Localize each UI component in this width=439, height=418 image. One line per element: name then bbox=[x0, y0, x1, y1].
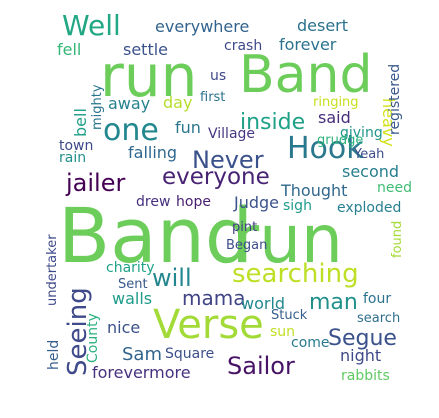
word-rabbits: rabbits bbox=[341, 368, 390, 384]
word-sigh: sigh bbox=[283, 198, 312, 214]
word-square: Square bbox=[165, 346, 214, 362]
word-nice: nice bbox=[107, 318, 140, 337]
word-county: County bbox=[85, 313, 101, 363]
word-segue: Segue bbox=[328, 326, 397, 351]
word-jailer: jailer bbox=[65, 169, 125, 197]
word-search: search bbox=[357, 311, 400, 326]
word-searching: searching bbox=[232, 259, 359, 289]
word-fun: fun bbox=[175, 118, 201, 137]
word-ringing: ringing bbox=[313, 95, 359, 110]
word-giving: giving bbox=[340, 125, 383, 141]
word-walls: walls bbox=[112, 289, 152, 308]
word-world: world bbox=[241, 294, 285, 313]
word-village: Village bbox=[208, 126, 255, 142]
word-pint: pint bbox=[232, 220, 257, 235]
word-mighty: mighty bbox=[90, 84, 105, 130]
word-never: Never bbox=[192, 146, 264, 174]
word-everyone: everyone bbox=[162, 164, 270, 190]
word-will: will bbox=[152, 264, 192, 292]
word-falling: falling bbox=[128, 143, 177, 162]
word-run: run bbox=[100, 42, 197, 110]
word-found: found bbox=[390, 221, 405, 258]
word-one: one bbox=[103, 113, 159, 148]
word-crash: crash bbox=[224, 38, 262, 54]
word-band: Band bbox=[239, 45, 373, 105]
word-away: away bbox=[108, 94, 150, 113]
word-sam: Sam bbox=[122, 344, 162, 365]
word-yeah: Yeah bbox=[353, 147, 384, 162]
word-drew: drew bbox=[136, 194, 170, 210]
word-forevermore: forevermore bbox=[92, 363, 191, 382]
word-judge: Judge bbox=[233, 193, 279, 212]
word-inside: inside bbox=[240, 110, 305, 135]
word-hook: Hook bbox=[287, 131, 364, 166]
word-held: held bbox=[46, 340, 62, 370]
word-thought: Thought bbox=[280, 181, 347, 200]
word-town: town bbox=[59, 138, 93, 154]
word-sailor: Sailor bbox=[227, 352, 295, 380]
word-us: us bbox=[210, 68, 226, 84]
word-desert: desert bbox=[297, 16, 348, 35]
word-undertaker: undertaker bbox=[45, 234, 60, 306]
word-day: day bbox=[163, 93, 192, 112]
word-everywhere: everywhere bbox=[155, 17, 249, 36]
word-began: Began bbox=[226, 238, 267, 253]
word-mama: mama bbox=[182, 286, 245, 310]
word-settle: settle bbox=[123, 40, 168, 59]
word-need: need bbox=[377, 180, 412, 196]
word-said: said bbox=[318, 108, 351, 127]
word-registered: registered bbox=[387, 64, 403, 135]
word-night: night bbox=[340, 346, 381, 365]
word-fell: fell bbox=[57, 40, 81, 59]
word-heavy: heavy bbox=[379, 98, 398, 147]
word-bell: bell bbox=[71, 108, 90, 137]
word-four: four bbox=[363, 291, 391, 307]
word-first: first bbox=[200, 90, 225, 105]
word-band: Band bbox=[58, 191, 253, 280]
word-sent: Sent bbox=[118, 277, 148, 292]
word-man: man bbox=[309, 290, 358, 315]
word-well: Well bbox=[62, 9, 121, 42]
word-sun: sun bbox=[270, 324, 295, 340]
word-second: second bbox=[342, 162, 399, 181]
word-forever: forever bbox=[279, 35, 337, 54]
word-grudge: grudge bbox=[317, 133, 363, 148]
word-come: come bbox=[291, 335, 330, 351]
word-verse: Verse bbox=[153, 302, 264, 348]
word-hope: hope bbox=[176, 194, 211, 210]
word-stuck: Stuck bbox=[271, 308, 308, 323]
word-rain: rain bbox=[59, 150, 86, 166]
word-run: run bbox=[232, 201, 343, 278]
word-charity: charity bbox=[106, 260, 155, 276]
word-seeing: Seeing bbox=[63, 287, 93, 376]
word-exploded: exploded bbox=[337, 200, 401, 216]
